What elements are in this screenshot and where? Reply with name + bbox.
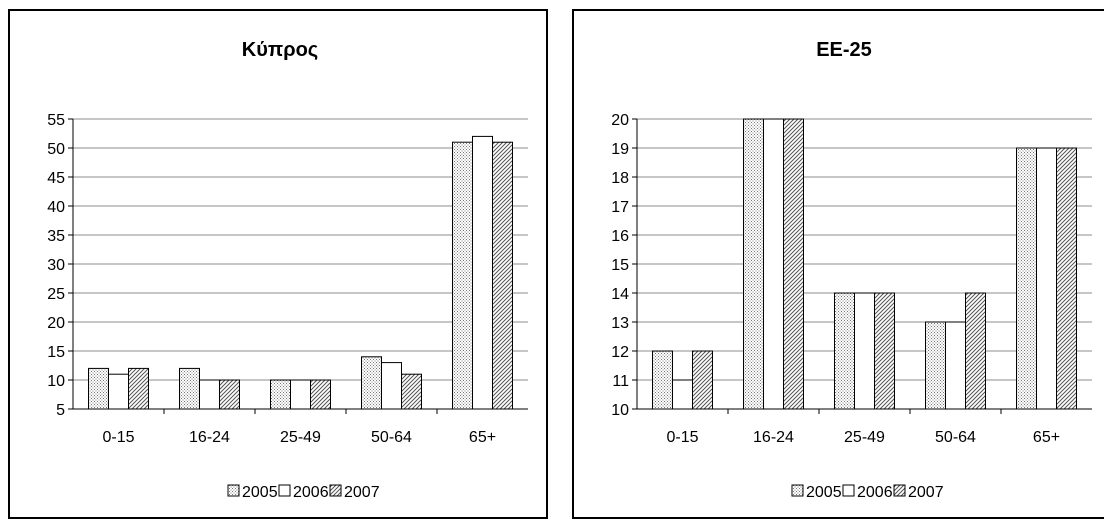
y-tick-label: 18	[611, 170, 629, 187]
legend-swatch-2007	[893, 484, 906, 497]
x-tick-label: 16-24	[753, 429, 794, 446]
y-tick-label: 40	[47, 199, 65, 216]
x-tick-label: 16-24	[189, 429, 230, 446]
bar-50-64-2005	[361, 356, 382, 410]
legend-swatch-2005	[791, 484, 804, 497]
chart-title: Κύπρος	[242, 39, 318, 61]
x-tick-label: 65+	[1033, 429, 1060, 446]
legend-label-2007: 2007	[344, 484, 380, 501]
bar-65-2006	[472, 135, 493, 410]
bar-16-24-2007	[219, 379, 240, 410]
x-tick-label: 0-15	[666, 429, 698, 446]
bar-25-49-2006	[854, 292, 875, 410]
bar-65-2006	[1036, 147, 1057, 410]
bar-50-64-2006	[945, 321, 966, 410]
y-tick-label: 11	[612, 373, 629, 390]
bar-0-15-2006	[672, 379, 693, 410]
x-tick-label: 50-64	[935, 429, 976, 446]
bar-0-15-2005	[88, 367, 109, 410]
bar-25-49-2005	[270, 379, 291, 410]
x-tick-label: 50-64	[371, 429, 412, 446]
legend-swatch-2005	[227, 484, 240, 497]
bar-25-49-2007	[310, 379, 331, 410]
y-tick-label: 55	[47, 112, 65, 129]
bar-65-2005	[1016, 147, 1037, 410]
chart-panel-cyprus: Κύπρος 5 10 15 20 25 30 35 40 45 50 55 0-15 16-24 25-4…	[8, 9, 548, 519]
legend-label-2006: 2006	[857, 484, 893, 501]
bar-50-64-2007	[965, 292, 986, 410]
bar-0-15-2007	[128, 367, 149, 410]
y-tick-label: 19	[611, 141, 629, 158]
y-tick-label: 10	[47, 373, 65, 390]
bar-25-49-2005	[834, 292, 855, 410]
bar-16-24-2006	[763, 118, 784, 410]
y-tick-label: 16	[611, 228, 629, 245]
bar-25-49-2007	[874, 292, 895, 410]
bar-50-64-2006	[381, 362, 402, 410]
bar-0-15-2006	[108, 373, 129, 410]
bar-50-64-2007	[401, 373, 422, 410]
chart-svg-cyprus: Κύπρος 5 10 15 20 25 30 35 40 45 50 55 0-15 16-24 25-4…	[47, 39, 528, 501]
y-tick-label: 14	[611, 286, 629, 303]
bar-0-15-2005	[652, 350, 673, 410]
y-tick-label: 20	[611, 112, 629, 129]
y-tick-label: 15	[611, 257, 629, 274]
x-tick-label: 0-15	[102, 429, 134, 446]
legend-label-2005: 2005	[242, 484, 278, 501]
y-tick-label: 17	[611, 199, 629, 216]
y-tick-label: 15	[47, 344, 65, 361]
legend-label-2005: 2005	[806, 484, 842, 501]
y-tick-label: 12	[611, 344, 629, 361]
bar-65-2005	[452, 141, 473, 410]
y-tick-label: 50	[47, 141, 65, 158]
bar-65-2007	[1056, 147, 1077, 410]
legend-label-2006: 2006	[293, 484, 329, 501]
bar-25-49-2006	[290, 379, 311, 410]
bar-16-24-2007	[783, 118, 804, 410]
y-tick-label: 30	[47, 257, 65, 274]
x-tick-label: 25-49	[280, 429, 321, 446]
bar-16-24-2005	[179, 367, 200, 410]
bar-65-2007	[492, 141, 513, 410]
legend-swatch-2006	[278, 484, 291, 497]
chart-svg-eu25: ΕΕ-25 10 11 12 13 14 15 16 17 18 19 20 0-15 16-24 25-4…	[611, 39, 1092, 501]
y-tick-label: 5	[56, 402, 65, 419]
x-tick-label: 25-49	[844, 429, 885, 446]
y-tick-label: 35	[47, 228, 65, 245]
y-tick-label: 20	[47, 315, 65, 332]
chart-panel-eu25: ΕΕ-25 10 11 12 13 14 15 16 17 18 19 20 0-15 16-24 25-4…	[572, 9, 1104, 519]
y-tick-label: 45	[47, 170, 65, 187]
y-tick-label: 13	[611, 315, 629, 332]
bar-16-24-2005	[743, 118, 764, 410]
y-tick-label: 10	[611, 402, 629, 419]
bar-0-15-2007	[692, 350, 713, 410]
chart-title: ΕΕ-25	[816, 39, 872, 61]
bar-16-24-2006	[199, 379, 220, 410]
legend-swatch-2007	[329, 484, 342, 497]
y-tick-label: 25	[47, 286, 65, 303]
x-tick-label: 65+	[469, 429, 496, 446]
legend-label-2007: 2007	[908, 484, 944, 501]
legend-swatch-2006	[842, 484, 855, 497]
bar-50-64-2005	[925, 321, 946, 410]
